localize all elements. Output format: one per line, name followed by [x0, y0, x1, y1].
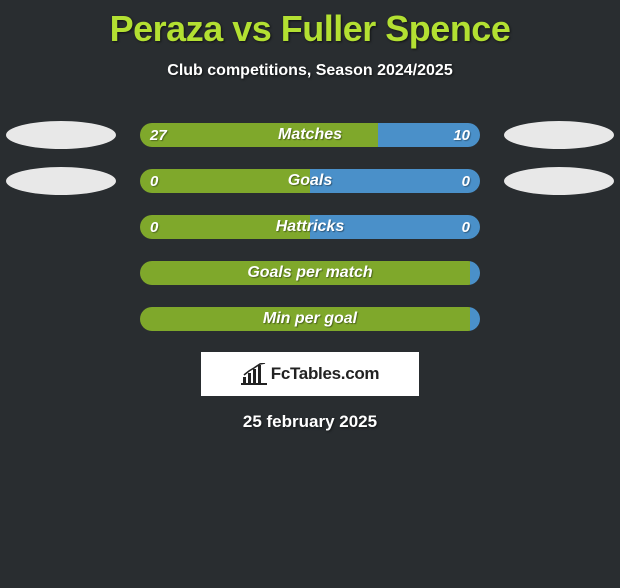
- brand-box: FcTables.com: [201, 352, 419, 396]
- player-left-oval: [6, 167, 116, 195]
- stat-bar-right: [470, 307, 480, 331]
- stat-bar: 2710: [140, 123, 480, 147]
- stats-container: 2710Matches00Goals00HattricksGoals per m…: [0, 112, 620, 342]
- date-line: 25 february 2025: [0, 412, 620, 432]
- stat-bar: 00: [140, 169, 480, 193]
- brand-text: FcTables.com: [271, 364, 380, 384]
- stat-row: Goals per match: [0, 250, 620, 296]
- stat-bar-right: 0: [310, 169, 480, 193]
- stat-bar-right: 0: [310, 215, 480, 239]
- page-subtitle: Club competitions, Season 2024/2025: [0, 62, 620, 80]
- stat-bar: [140, 261, 480, 285]
- stat-bar: 00: [140, 215, 480, 239]
- player-right-oval: [504, 121, 614, 149]
- player-right-oval: [504, 167, 614, 195]
- stat-bar: [140, 307, 480, 331]
- stat-row: 2710Matches: [0, 112, 620, 158]
- page-title: Peraza vs Fuller Spence: [0, 8, 620, 50]
- stat-bar-right: 10: [378, 123, 480, 147]
- stat-bar-left: 0: [140, 215, 310, 239]
- stat-row: 00Goals: [0, 158, 620, 204]
- stat-bar-left: 27: [140, 123, 378, 147]
- stat-row: Min per goal: [0, 296, 620, 342]
- stat-bar-right: [470, 261, 480, 285]
- stat-bar-left: 0: [140, 169, 310, 193]
- stat-bar-left: [140, 261, 470, 285]
- player-left-oval: [6, 121, 116, 149]
- stat-row: 00Hattricks: [0, 204, 620, 250]
- chart-icon: [241, 363, 267, 385]
- stat-bar-left: [140, 307, 470, 331]
